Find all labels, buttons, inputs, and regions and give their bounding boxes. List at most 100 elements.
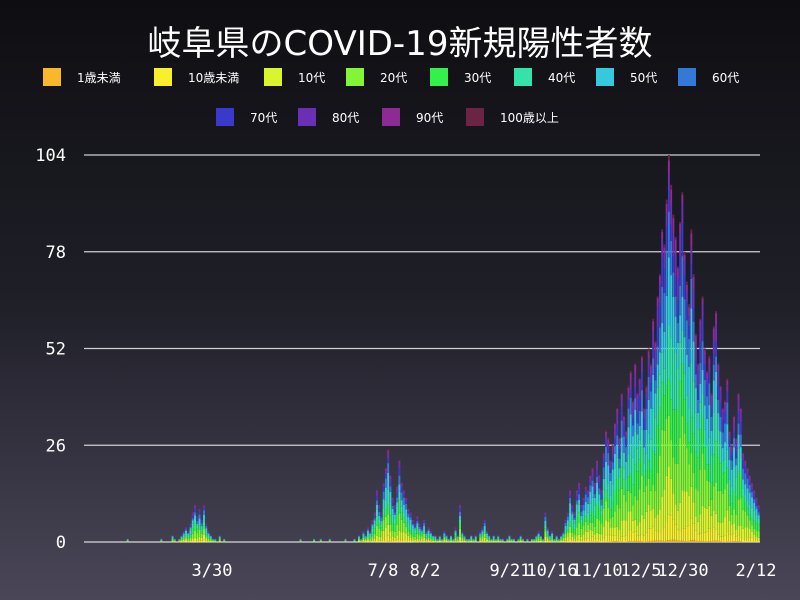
bar-segment bbox=[721, 522, 724, 537]
bar-segment bbox=[371, 520, 374, 523]
bar-segment bbox=[728, 446, 731, 460]
bar-stack bbox=[616, 408, 619, 542]
bar-segment bbox=[196, 520, 199, 524]
bar-segment bbox=[185, 530, 188, 534]
bar-segment bbox=[679, 540, 682, 542]
bar-segment bbox=[611, 541, 614, 542]
bar-segment bbox=[744, 538, 747, 542]
bar-segment bbox=[366, 529, 369, 531]
bar-segment bbox=[742, 479, 744, 489]
bar-segment bbox=[645, 398, 648, 410]
bar-segment bbox=[688, 316, 691, 327]
bar-segment bbox=[710, 531, 713, 542]
bar-segment bbox=[461, 537, 464, 541]
bar-segment bbox=[479, 532, 482, 535]
bar-segment bbox=[160, 539, 163, 540]
legend-label: 10歳未満 bbox=[188, 71, 239, 85]
bar-segment bbox=[387, 448, 390, 451]
bar-segment bbox=[665, 199, 668, 204]
bar-segment bbox=[685, 302, 688, 321]
bar-segment bbox=[620, 541, 623, 542]
bar-segment bbox=[423, 529, 426, 532]
bar-segment bbox=[728, 430, 731, 432]
bar-segment bbox=[445, 539, 448, 541]
bar-segment bbox=[587, 497, 590, 504]
bar-segment bbox=[191, 512, 194, 514]
bar-segment bbox=[389, 483, 392, 487]
bar-segment bbox=[481, 528, 484, 530]
bar-segment bbox=[382, 484, 385, 488]
bar-segment bbox=[508, 539, 511, 540]
bar-segment bbox=[212, 540, 214, 542]
bar-segment bbox=[405, 499, 408, 502]
bar-segment bbox=[414, 539, 417, 542]
bar-segment bbox=[605, 535, 607, 542]
bar-stack bbox=[715, 311, 718, 542]
bar-segment bbox=[661, 229, 664, 232]
bar-segment bbox=[564, 533, 567, 538]
bar-segment bbox=[369, 535, 372, 538]
bar-stack bbox=[506, 538, 509, 543]
bar-segment bbox=[688, 442, 691, 465]
bar-segment bbox=[665, 348, 668, 386]
bar-segment bbox=[748, 529, 751, 538]
bar-segment bbox=[638, 396, 641, 411]
bar-stack bbox=[456, 534, 459, 543]
bar-segment bbox=[715, 313, 718, 324]
bar-segment bbox=[584, 538, 587, 542]
bar-segment bbox=[486, 533, 488, 536]
bar-segment bbox=[382, 538, 385, 542]
bar-segment bbox=[380, 521, 383, 525]
bar-segment bbox=[479, 531, 482, 532]
bar-segment bbox=[438, 535, 441, 537]
bar-stack bbox=[452, 538, 455, 543]
bar-segment bbox=[461, 532, 464, 535]
bar-stack bbox=[517, 538, 520, 543]
bar-segment bbox=[562, 537, 565, 541]
bar-segment bbox=[654, 341, 657, 343]
bar-segment bbox=[389, 475, 392, 476]
bar-segment bbox=[661, 382, 664, 430]
bar-segment bbox=[191, 516, 194, 519]
bar-segment bbox=[198, 529, 201, 537]
bar-stack bbox=[571, 504, 574, 542]
bar-segment bbox=[573, 513, 576, 517]
bar-segment bbox=[207, 530, 210, 532]
bar-segment bbox=[194, 540, 196, 542]
bar-segment bbox=[387, 489, 390, 505]
bar-segment bbox=[474, 536, 477, 538]
bar-segment bbox=[400, 506, 403, 513]
bar-stack bbox=[654, 341, 657, 542]
bar-segment bbox=[566, 536, 569, 540]
bar-segment bbox=[429, 532, 432, 534]
bar-segment bbox=[688, 366, 691, 409]
bar-segment bbox=[647, 478, 650, 505]
bar-segment bbox=[638, 378, 641, 380]
bar-segment bbox=[584, 490, 587, 495]
bar-segment bbox=[699, 363, 702, 384]
bar-segment bbox=[735, 458, 738, 466]
bar-segment bbox=[708, 464, 711, 482]
bar-segment bbox=[425, 537, 428, 539]
bar-segment bbox=[185, 529, 188, 531]
bar-segment bbox=[607, 443, 610, 448]
bar-segment bbox=[623, 425, 625, 437]
bar-segment bbox=[688, 525, 691, 541]
bar-segment bbox=[357, 537, 360, 539]
bar-segment bbox=[631, 505, 634, 521]
bar-segment bbox=[625, 439, 628, 448]
bar-segment bbox=[739, 412, 742, 423]
bar-segment bbox=[414, 533, 417, 537]
bar-segment bbox=[645, 385, 648, 388]
bar-segment bbox=[649, 540, 652, 542]
bar-segment bbox=[751, 531, 753, 538]
bar-segment bbox=[508, 539, 511, 541]
bar-segment bbox=[726, 378, 729, 381]
bar-segment bbox=[593, 526, 596, 535]
bar-segment bbox=[319, 540, 322, 542]
bar-segment bbox=[539, 538, 542, 540]
bar-segment bbox=[685, 284, 688, 293]
bar-segment bbox=[692, 540, 695, 542]
bar-segment bbox=[530, 540, 533, 542]
